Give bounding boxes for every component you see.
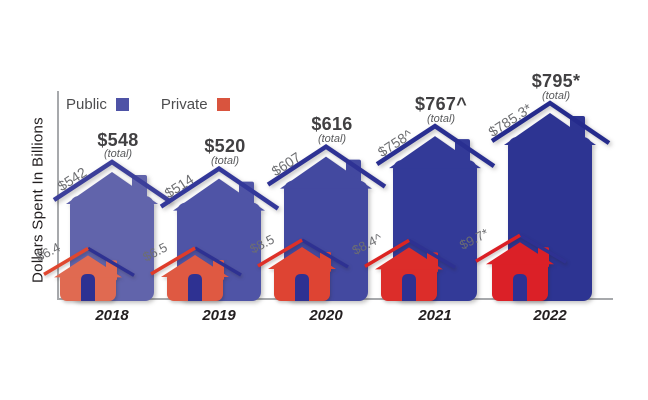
total-label-2022: $795* (total): [531, 70, 581, 102]
legend-public-swatch-icon: [115, 98, 129, 111]
year-label-2018: 2018: [95, 307, 129, 324]
private-house-icon-2021: [364, 238, 456, 301]
total-sub-label-2020: (total): [317, 133, 347, 146]
year-label-2022: 2022: [533, 307, 567, 324]
private-house-icon-2019: [150, 246, 242, 301]
private-house-icon-2020: [257, 238, 349, 301]
total-label-2021: $767^ (total): [414, 93, 468, 125]
total-value-2019: $520: [204, 136, 246, 157]
legend-private-swatch-icon: [216, 98, 230, 111]
total-value-2022: $795*: [531, 70, 581, 91]
total-value-2018: $548: [97, 129, 139, 150]
total-sub-label-2018: (total): [103, 148, 133, 161]
year-label-2021: 2021: [418, 307, 452, 324]
year-label-2019: 2019: [202, 307, 236, 324]
chart-legend: Public Private: [66, 96, 230, 113]
private-house-icon-2022: [475, 233, 567, 301]
legend-private-label: Private: [160, 96, 208, 113]
total-sub-label-2019: (total): [210, 155, 240, 168]
total-label-2020: $616 (total): [311, 115, 352, 145]
legend-public-label: Public: [66, 96, 107, 113]
total-value-2020: $616: [311, 114, 353, 135]
total-sub-label-2022: (total): [541, 89, 571, 102]
private-house-icon-2018: [43, 246, 135, 301]
year-label-2020: 2020: [309, 307, 343, 324]
total-sub-label-2021: (total): [426, 112, 456, 125]
total-label-2019: $520 (total): [204, 137, 245, 167]
total-value-2021: $767^: [414, 93, 468, 114]
total-label-2018: $548 (total): [97, 129, 139, 161]
